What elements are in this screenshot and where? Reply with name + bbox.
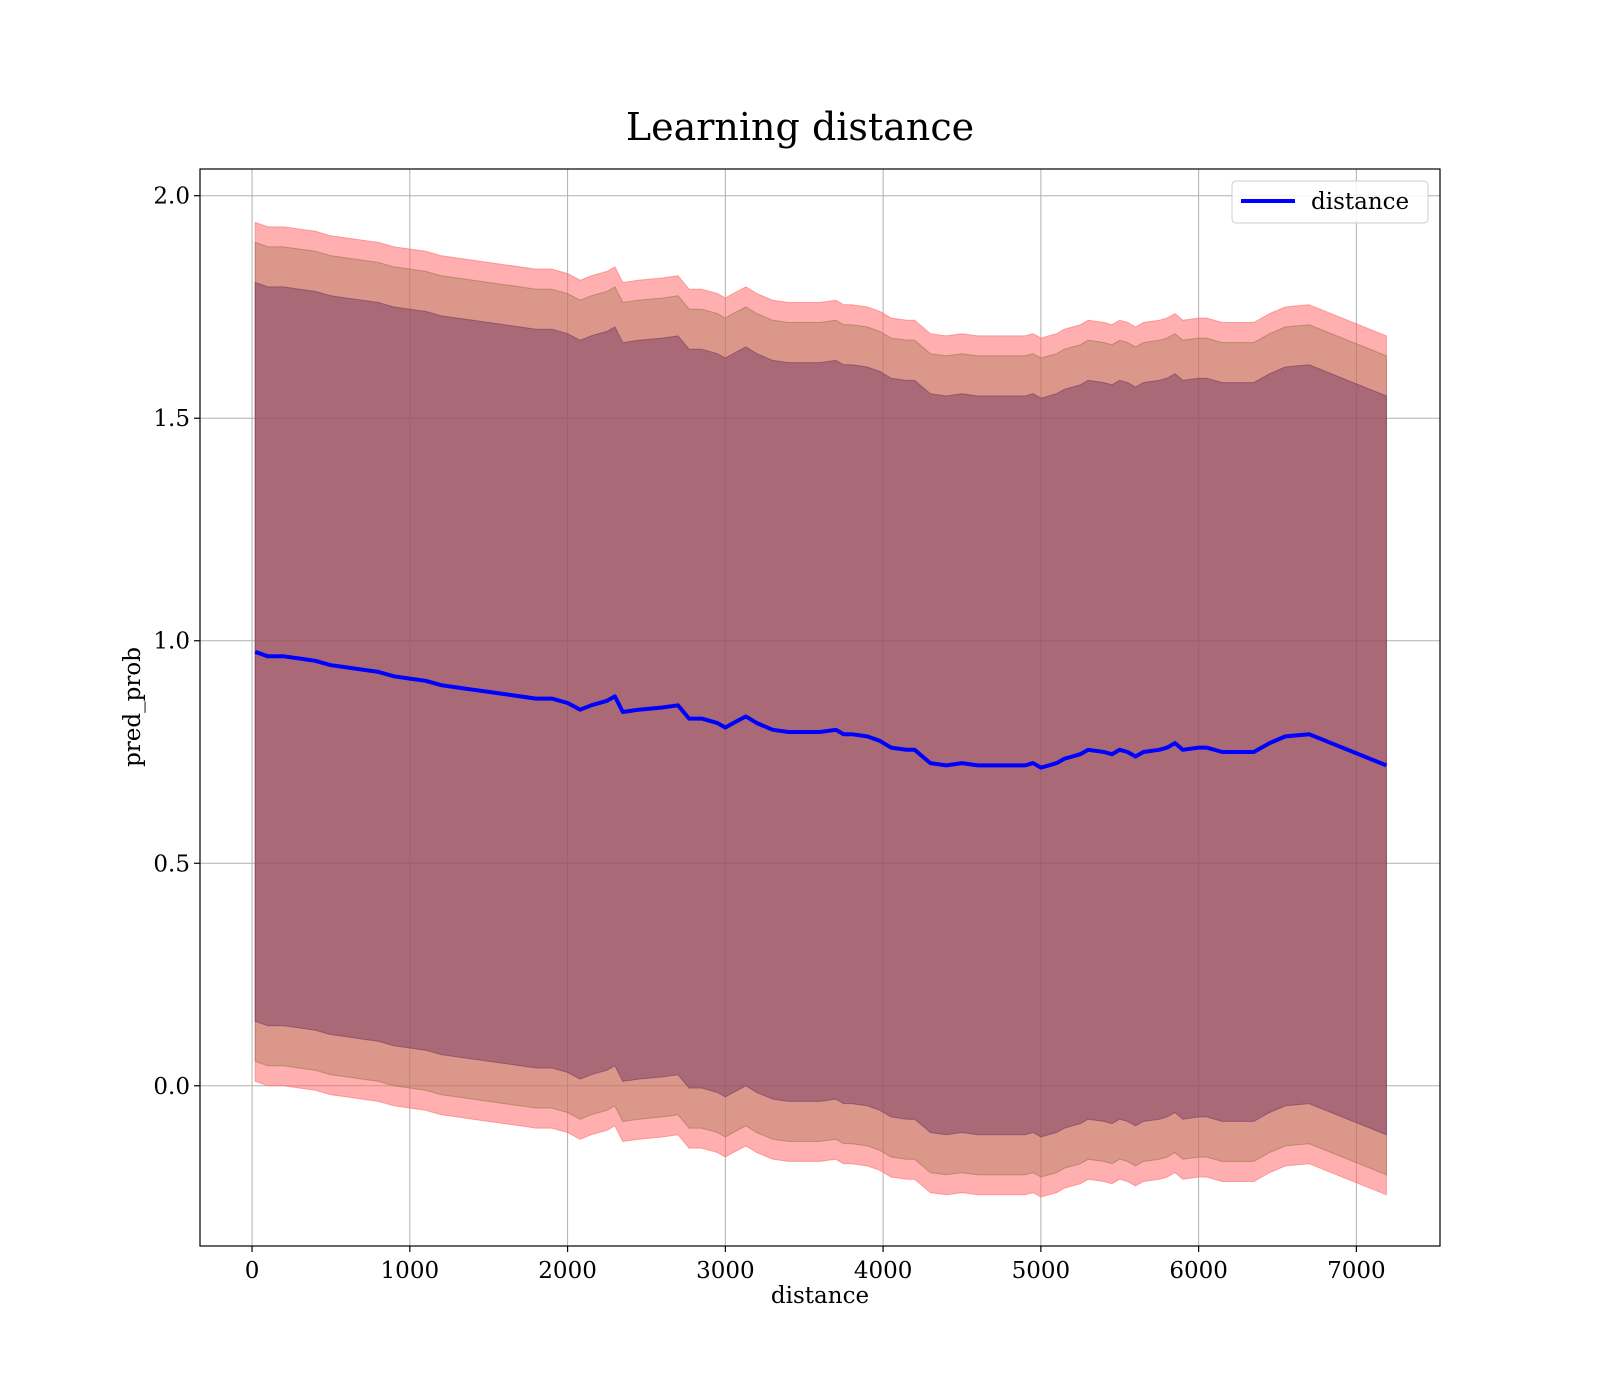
x-tick-label: 5000 <box>1012 1258 1071 1284</box>
legend-label-distance: distance <box>1311 189 1409 215</box>
y-tick-label: 0.5 <box>153 851 190 877</box>
x-tick-label: 7000 <box>1327 1258 1386 1284</box>
x-axis-ticks: 0 1000 2000 3000 4000 5000 6000 7000 <box>245 1246 1386 1284</box>
y-axis-label: pred_prob <box>120 647 146 767</box>
x-tick-label: 0 <box>245 1258 260 1284</box>
confidence-band-2 <box>254 281 1387 1138</box>
legend: distance <box>1231 180 1429 224</box>
legend-box <box>1231 180 1429 224</box>
x-axis-label: distance <box>771 1283 869 1309</box>
x-tick-label: 3000 <box>696 1258 755 1284</box>
y-tick-label: 1.5 <box>153 406 190 432</box>
y-tick-label: 2.0 <box>153 184 190 210</box>
series-layer <box>254 650 1388 770</box>
x-tick-label: 2000 <box>538 1258 597 1284</box>
x-tick-label: 4000 <box>854 1258 913 1284</box>
bands <box>254 221 1387 1198</box>
x-tick-label: 6000 <box>1169 1258 1228 1284</box>
y-axis-ticks: 0.0 0.5 1.0 1.5 2.0 <box>153 184 200 1100</box>
chart-title: Learning distance <box>626 105 974 149</box>
x-tick-label: 1000 <box>381 1258 440 1284</box>
y-tick-label: 1.0 <box>153 629 190 655</box>
plot-frame <box>199 168 1441 1247</box>
y-tick-label: 0.0 <box>153 1074 190 1100</box>
series-line-distance <box>254 650 1388 770</box>
